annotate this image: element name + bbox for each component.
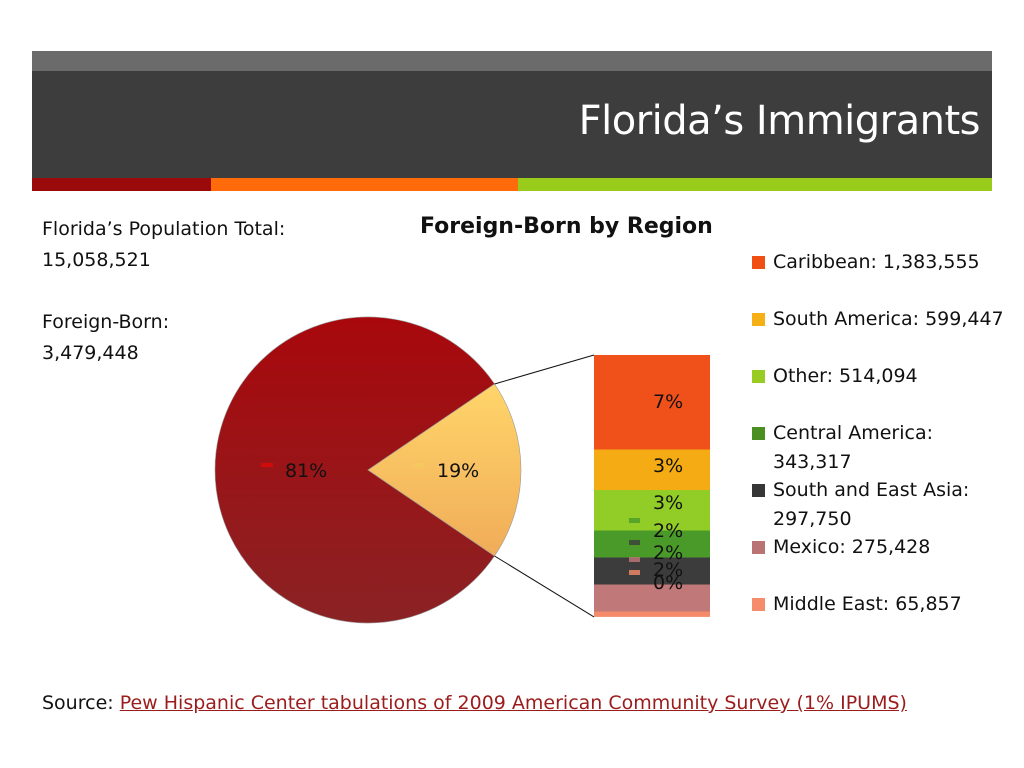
legend-swatch	[752, 313, 765, 326]
pie-chart: 81% 19%	[214, 316, 522, 624]
bar-segment	[594, 557, 710, 585]
legend-swatch	[752, 370, 765, 383]
connector-lines	[494, 354, 595, 618]
legend-swatch	[752, 541, 765, 554]
legend-swatch	[752, 484, 765, 497]
bar-segment-label: 2%	[653, 542, 683, 564]
connector-line-bottom	[494, 555, 595, 618]
chart-title: Foreign-Born by Region	[420, 214, 713, 239]
bar-label-marker	[629, 453, 640, 458]
source-prefix: Source:	[42, 692, 120, 714]
legend-label: Central America: 343,317	[773, 422, 933, 473]
legend-label: Middle East: 65,857	[773, 593, 962, 615]
stacked-breakdown-bar: 7%3%3%2%2%2%0%	[594, 355, 710, 617]
bar-label-marker	[629, 518, 640, 523]
population-label: Florida’s Population Total:	[42, 218, 286, 240]
bar-label-marker	[629, 389, 640, 394]
foreign-born-value: 3,479,448	[42, 342, 139, 364]
pie-slice-label: 81%	[285, 460, 327, 482]
legend-label: South America: 599,447	[773, 308, 1004, 330]
bar-segment	[594, 355, 710, 450]
legend-label: Mexico: 275,428	[773, 536, 931, 558]
title-band	[32, 71, 992, 178]
bar-label-marker	[629, 490, 640, 495]
bar-segment	[594, 449, 710, 490]
bar-segment-label: 0%	[653, 572, 683, 594]
bar-segment	[594, 530, 710, 558]
slide-title: Florida’s Immigrants	[578, 98, 981, 144]
bar-segment-label: 2%	[653, 520, 683, 542]
legend-label: Caribbean: 1,383,555	[773, 251, 980, 273]
title-band-top	[32, 51, 992, 71]
pie-label-marker	[261, 463, 273, 467]
legend-swatch	[752, 427, 765, 440]
pie-slice-label: 19%	[437, 460, 479, 482]
legend-swatch	[752, 256, 765, 269]
bar-segment	[594, 584, 710, 612]
bar-segment	[594, 611, 710, 617]
population-value: 15,058,521	[42, 249, 151, 271]
accent-stripe-orange	[211, 178, 518, 191]
pie-slice	[214, 316, 495, 624]
legend-label: Other: 514,094	[773, 365, 918, 387]
bar-segment-label: 2%	[653, 559, 683, 581]
foreign-born-label: Foreign-Born:	[42, 311, 170, 333]
pie-label-marker	[413, 463, 425, 467]
accent-stripe-red	[32, 178, 211, 191]
bar-label-marker	[629, 557, 640, 562]
bar-segment	[594, 490, 710, 531]
bar-label-marker	[629, 570, 640, 575]
connector-line-top	[494, 354, 595, 385]
legend-swatch	[752, 598, 765, 611]
bar-label-marker	[629, 540, 640, 545]
source-link[interactable]: Pew Hispanic Center tabulations of 2009 …	[119, 692, 907, 714]
bar-segment-label: 3%	[653, 455, 683, 477]
source-note: Source: Pew Hispanic Center tabulations …	[42, 688, 942, 718]
pie-slice	[367, 383, 522, 557]
legend-label: South and East Asia: 297,750	[773, 479, 970, 530]
bar-segment-label: 3%	[653, 492, 683, 514]
bar-segment-label: 7%	[653, 391, 683, 413]
accent-stripe-green	[518, 178, 992, 191]
